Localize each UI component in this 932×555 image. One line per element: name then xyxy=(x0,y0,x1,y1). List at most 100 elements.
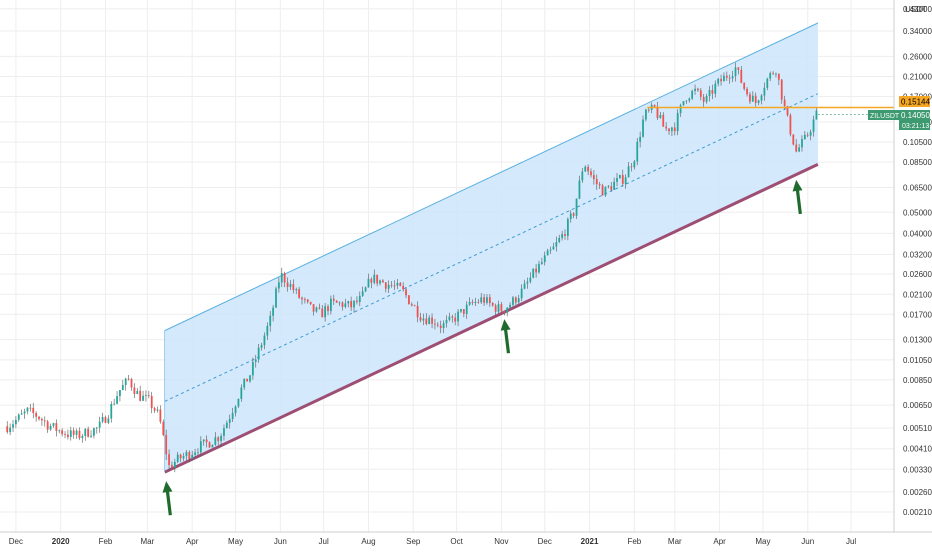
candle xyxy=(812,115,815,137)
candle-body xyxy=(529,277,532,282)
candle xyxy=(393,280,396,291)
candle-body xyxy=(251,361,254,376)
candle-body xyxy=(636,141,639,162)
green-arrow-icon xyxy=(792,179,803,215)
candle-body xyxy=(116,396,118,404)
candle xyxy=(529,272,532,284)
candle-body xyxy=(29,407,32,409)
candle xyxy=(26,407,29,415)
candle-body xyxy=(546,250,549,256)
candle-body xyxy=(581,171,584,181)
candle-body xyxy=(303,299,306,301)
candle-body xyxy=(217,437,220,441)
candle-body xyxy=(14,419,17,425)
candle xyxy=(364,286,367,293)
candle xyxy=(769,71,772,82)
candle xyxy=(662,112,665,127)
candle-body xyxy=(298,289,301,298)
candle-body xyxy=(552,246,555,250)
candle xyxy=(6,421,9,434)
candle-body xyxy=(194,452,196,455)
candle-body xyxy=(301,297,303,300)
candle-body xyxy=(630,166,633,168)
candle-body xyxy=(474,301,477,304)
candle xyxy=(194,448,196,458)
candle-body xyxy=(156,409,159,411)
candle xyxy=(150,391,153,414)
candle xyxy=(156,406,159,413)
candle xyxy=(639,131,642,148)
candle xyxy=(601,183,604,196)
candle-body xyxy=(327,306,329,312)
candle xyxy=(746,87,748,97)
y-tick-label: 0.04000 xyxy=(903,229,932,238)
candle-body xyxy=(364,287,367,292)
candle-body xyxy=(220,435,222,441)
symbol-tag xyxy=(868,110,899,120)
candle xyxy=(272,304,275,322)
candle-body xyxy=(168,454,170,465)
candle-body xyxy=(717,78,720,84)
candle xyxy=(488,294,491,307)
candle xyxy=(72,427,75,439)
candle-body xyxy=(425,318,428,325)
candle xyxy=(353,300,355,313)
candle xyxy=(777,73,780,86)
candle-body xyxy=(647,109,650,111)
candle-body xyxy=(373,274,376,283)
candle-body xyxy=(769,73,772,79)
candle xyxy=(289,280,292,291)
candle xyxy=(737,67,740,75)
candle-body xyxy=(468,301,471,305)
candle-body xyxy=(228,419,231,423)
candle xyxy=(592,170,595,185)
candle xyxy=(101,412,104,424)
candle-body xyxy=(731,76,734,79)
candle-body xyxy=(621,175,624,184)
time-axis-bg xyxy=(0,532,932,550)
candle-body xyxy=(442,323,445,329)
candle xyxy=(460,308,462,313)
candle-body xyxy=(260,345,263,348)
candle-body xyxy=(673,127,676,132)
candle-body xyxy=(480,297,483,303)
candle xyxy=(451,314,454,323)
candle xyxy=(69,426,72,441)
candle-body xyxy=(399,282,402,286)
candle-body xyxy=(517,298,520,303)
candle-body xyxy=(451,316,454,318)
candle-body xyxy=(353,300,355,308)
x-tick-label: Dec xyxy=(9,537,23,546)
candle xyxy=(64,431,66,439)
candle-body xyxy=(379,280,381,284)
candle-body xyxy=(191,454,194,460)
candle-body xyxy=(645,109,647,120)
y-tick-labels: 0.430000.340000.260000.210000.170000.130… xyxy=(903,5,932,517)
candle xyxy=(734,62,737,82)
candle-body xyxy=(688,98,691,101)
y-tick-label: 0.02600 xyxy=(903,270,932,279)
candle xyxy=(208,441,211,448)
candle xyxy=(338,301,341,306)
candle-body xyxy=(280,273,283,283)
candle xyxy=(220,433,222,447)
x-tick-label: Mar xyxy=(140,537,154,546)
candle-body xyxy=(145,395,147,396)
channel-lower-line xyxy=(164,162,819,474)
candle-body xyxy=(462,309,465,314)
candle xyxy=(445,315,448,328)
candle xyxy=(344,298,347,309)
candle xyxy=(379,279,381,286)
candle xyxy=(708,85,711,102)
candle xyxy=(113,398,116,406)
candle-body xyxy=(795,144,798,152)
candle xyxy=(32,402,35,419)
candle-body xyxy=(43,420,46,422)
candle xyxy=(564,229,566,240)
candle-body xyxy=(188,452,191,460)
candle-body xyxy=(171,464,173,468)
candle-body xyxy=(500,304,503,312)
candle xyxy=(301,296,303,305)
candle-body xyxy=(428,317,431,325)
